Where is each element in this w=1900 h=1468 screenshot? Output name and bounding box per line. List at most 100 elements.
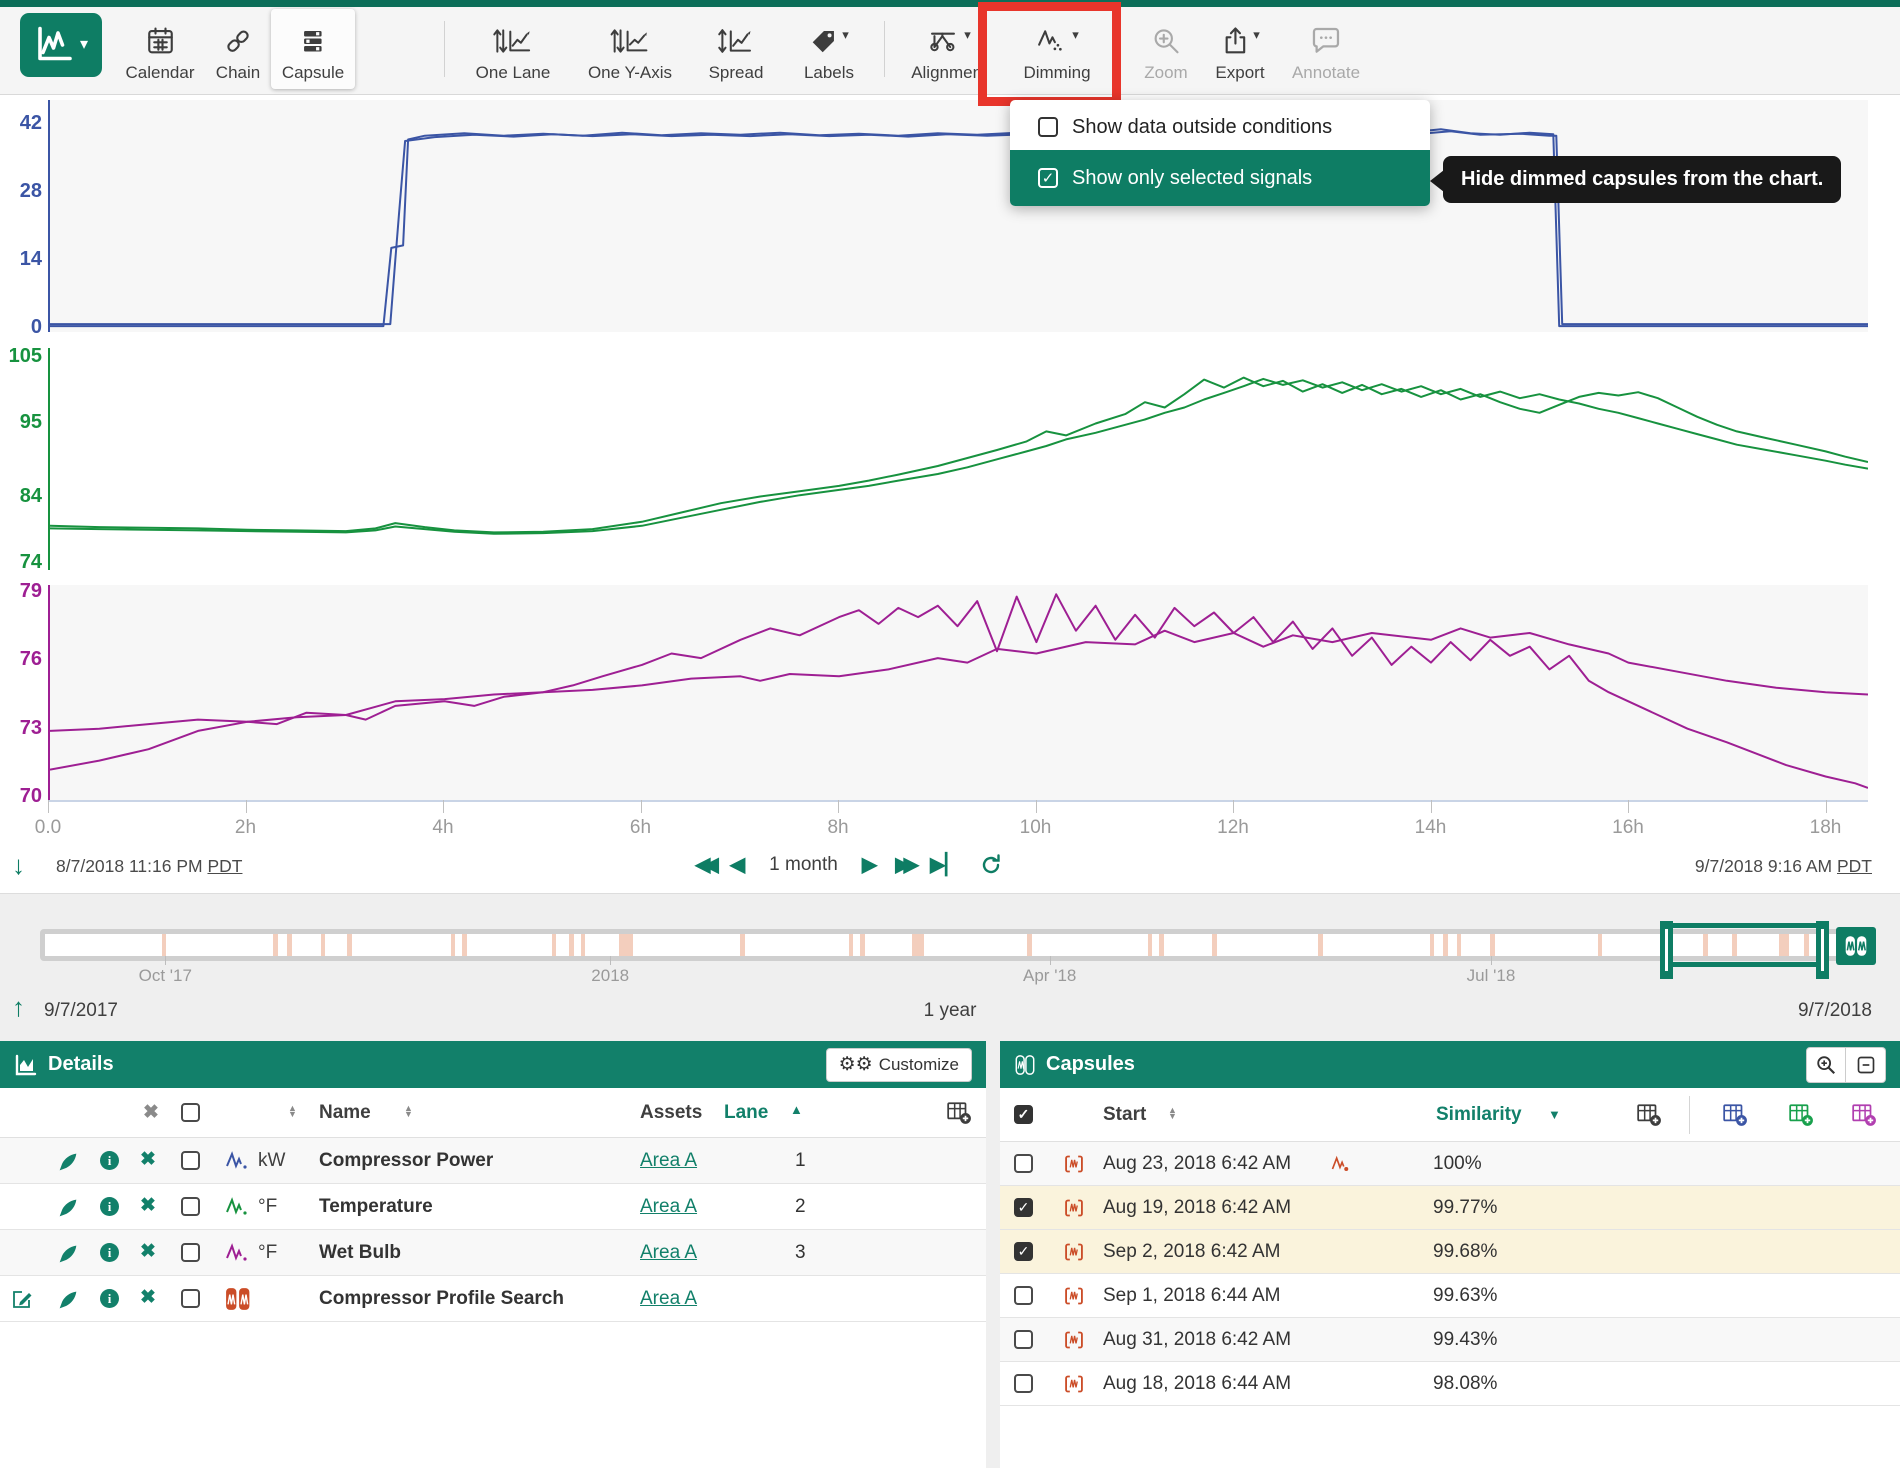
- row-checkbox[interactable]: ✓: [181, 1243, 200, 1262]
- row-checkbox[interactable]: ✓: [181, 1197, 200, 1216]
- item-name[interactable]: Compressor Power: [319, 1149, 494, 1171]
- menu-item-show-data-outside[interactable]: ✓ Show data outside conditions: [1010, 104, 1430, 150]
- toolbar-labels[interactable]: ▾ Labels: [804, 13, 854, 87]
- details-row-compressor-profile-search[interactable]: i ✖ ✓ Compressor Profile Search Area A: [0, 1276, 986, 1322]
- lane-wet-bulb[interactable]: [48, 585, 1868, 800]
- lane-temperature[interactable]: [48, 348, 1868, 570]
- customize-button[interactable]: ⚙⚙ Customize: [825, 1047, 972, 1082]
- details-row-compressor-power[interactable]: i ✖ ✓ kW Compressor Power Area A 1: [0, 1138, 986, 1184]
- edit-icon[interactable]: [10, 1287, 34, 1311]
- sort-icon[interactable]: ▲ ▼: [288, 1103, 297, 1119]
- range-end-tz[interactable]: PDT: [1837, 856, 1872, 876]
- column-lane[interactable]: Lane: [724, 1101, 769, 1123]
- toolbar-calendar[interactable]: Calendar: [126, 13, 195, 87]
- add-signal-column-blue-icon[interactable]: [1722, 1103, 1748, 1127]
- range-end[interactable]: 9/7/2018 9:16 AM PDT: [1695, 856, 1872, 877]
- menu-checkbox[interactable]: ✓: [1038, 117, 1058, 137]
- add-signal-column-green-icon[interactable]: [1788, 1103, 1814, 1127]
- toolbar-capsule[interactable]: Capsule: [282, 13, 344, 87]
- investigate-end[interactable]: 9/7/2018: [1798, 1000, 1872, 1021]
- range-start[interactable]: 8/7/2018 11:16 PM PDT: [56, 856, 242, 877]
- info-icon[interactable]: i: [100, 1197, 119, 1216]
- step-to-end-icon[interactable]: ▶▏: [929, 854, 961, 876]
- toolbar-export[interactable]: ▾ Export: [1215, 13, 1265, 87]
- sort-icon[interactable]: ▲ ▼: [404, 1103, 413, 1119]
- collapse-panel-button[interactable]: [1846, 1046, 1886, 1083]
- column-assets[interactable]: Assets: [640, 1101, 703, 1123]
- add-column-icon[interactable]: [1636, 1103, 1662, 1127]
- capsule-time-button[interactable]: [1836, 927, 1876, 965]
- add-signal-column-purple-icon[interactable]: [1851, 1103, 1877, 1127]
- toolbar-one-lane[interactable]: One Lane: [476, 13, 550, 87]
- step-back-icon[interactable]: ◀: [729, 854, 746, 876]
- step-forward-icon[interactable]: ▶: [861, 854, 878, 876]
- select-all-capsules-checkbox[interactable]: ✓: [1014, 1105, 1033, 1124]
- asset-link[interactable]: Area A: [640, 1195, 698, 1217]
- details-row-wet-bulb[interactable]: i ✖ ✓ °F Wet Bulb Area A 3: [0, 1230, 986, 1276]
- toolbar-alignment[interactable]: ▾ Alignment: [911, 13, 987, 87]
- select-all-checkbox[interactable]: ✓: [181, 1103, 200, 1122]
- range-duration[interactable]: 1 month: [769, 853, 838, 875]
- item-name[interactable]: Temperature: [319, 1195, 433, 1217]
- remove-icon[interactable]: ✖: [140, 1195, 156, 1216]
- remove-icon[interactable]: ✖: [140, 1287, 156, 1308]
- info-icon[interactable]: i: [100, 1243, 119, 1262]
- remove-all-icon[interactable]: ✖: [143, 1102, 159, 1123]
- capsule-checkbox[interactable]: ✓: [1014, 1374, 1033, 1393]
- capsule-checkbox[interactable]: ✓: [1014, 1286, 1033, 1305]
- row-checkbox[interactable]: ✓: [181, 1151, 200, 1170]
- toolbar-chain[interactable]: Chain: [216, 13, 260, 87]
- capsule-row[interactable]: ✓ Sep 1, 2018 6:44 AM 99.63%: [1000, 1274, 1900, 1318]
- rocket-icon[interactable]: [58, 1290, 78, 1310]
- menu-item-show-only-selected[interactable]: ✓ Show only selected signals: [1010, 150, 1430, 206]
- column-start[interactable]: Start: [1103, 1103, 1147, 1125]
- investigate-start[interactable]: 9/7/2017: [44, 1000, 118, 1021]
- item-name[interactable]: Wet Bulb: [319, 1241, 401, 1263]
- zoom-to-capsule-button[interactable]: [1806, 1046, 1846, 1083]
- add-column-icon[interactable]: [946, 1101, 972, 1125]
- rocket-icon[interactable]: [58, 1198, 78, 1218]
- capsule-row[interactable]: ✓ Aug 19, 2018 6:42 AM 99.77%: [1000, 1186, 1900, 1230]
- lane-compressor-power[interactable]: [48, 100, 1868, 332]
- toolbar-one-y-axis[interactable]: One Y-Axis: [588, 13, 672, 87]
- selection-right-handle[interactable]: [1816, 921, 1830, 979]
- details-row-temperature[interactable]: i ✖ ✓ °F Temperature Area A 2: [0, 1184, 986, 1230]
- refresh-icon[interactable]: [979, 853, 1003, 877]
- remove-icon[interactable]: ✖: [140, 1241, 156, 1262]
- capsule-checkbox[interactable]: ✓: [1014, 1242, 1033, 1261]
- capsule-checkbox[interactable]: ✓: [1014, 1154, 1033, 1173]
- timeline-track[interactable]: [40, 929, 1856, 961]
- row-checkbox[interactable]: ✓: [181, 1289, 200, 1308]
- toolbar-dimming[interactable]: ▾ Dimming: [1023, 13, 1090, 87]
- toolbar-spread[interactable]: Spread: [709, 13, 763, 87]
- column-similarity[interactable]: Similarity: [1436, 1103, 1522, 1125]
- timeline-selection[interactable]: [1659, 921, 1830, 979]
- step-forward-half-icon[interactable]: ▶▶: [895, 854, 919, 876]
- asset-link[interactable]: Area A: [640, 1241, 698, 1263]
- selection-left-handle[interactable]: [1659, 921, 1673, 979]
- range-start-tz[interactable]: PDT: [207, 856, 243, 876]
- item-name[interactable]: Compressor Profile Search: [319, 1287, 564, 1309]
- rocket-icon[interactable]: [58, 1244, 78, 1264]
- investigate-duration[interactable]: 1 year: [923, 1000, 977, 1021]
- capsule-row[interactable]: ✓ Aug 23, 2018 6:42 AM 100%: [1000, 1142, 1900, 1186]
- remove-icon[interactable]: ✖: [140, 1149, 156, 1170]
- view-selector-button[interactable]: ▾: [20, 13, 102, 77]
- sort-icon[interactable]: ▲ ▼: [1168, 1105, 1177, 1121]
- column-name[interactable]: Name: [319, 1101, 371, 1123]
- asset-link[interactable]: Area A: [640, 1149, 698, 1171]
- capsule-row[interactable]: ✓ Aug 31, 2018 6:42 AM 99.43%: [1000, 1318, 1900, 1362]
- info-icon[interactable]: i: [100, 1289, 119, 1308]
- rocket-icon[interactable]: [58, 1152, 78, 1172]
- info-icon[interactable]: i: [100, 1151, 119, 1170]
- toolbar-annotate[interactable]: Annotate: [1292, 13, 1360, 87]
- capsule-row[interactable]: ✓ Sep 2, 2018 6:42 AM 99.68%: [1000, 1230, 1900, 1274]
- toolbar-zoom[interactable]: Zoom: [1144, 13, 1188, 87]
- capsule-row[interactable]: ✓ Aug 18, 2018 6:44 AM 98.08%: [1000, 1362, 1900, 1406]
- menu-checkbox[interactable]: ✓: [1038, 168, 1058, 188]
- panel-splitter[interactable]: [986, 1041, 1000, 1468]
- step-back-half-icon[interactable]: ◀◀: [695, 854, 719, 876]
- capsule-checkbox[interactable]: ✓: [1014, 1198, 1033, 1217]
- capsule-checkbox[interactable]: ✓: [1014, 1330, 1033, 1349]
- trend-chart[interactable]: 42 28 14 0 105 95 84 74 79 76 73 70 0.0 2h 4h 6h 8h 10h 1…: [0, 95, 1900, 893]
